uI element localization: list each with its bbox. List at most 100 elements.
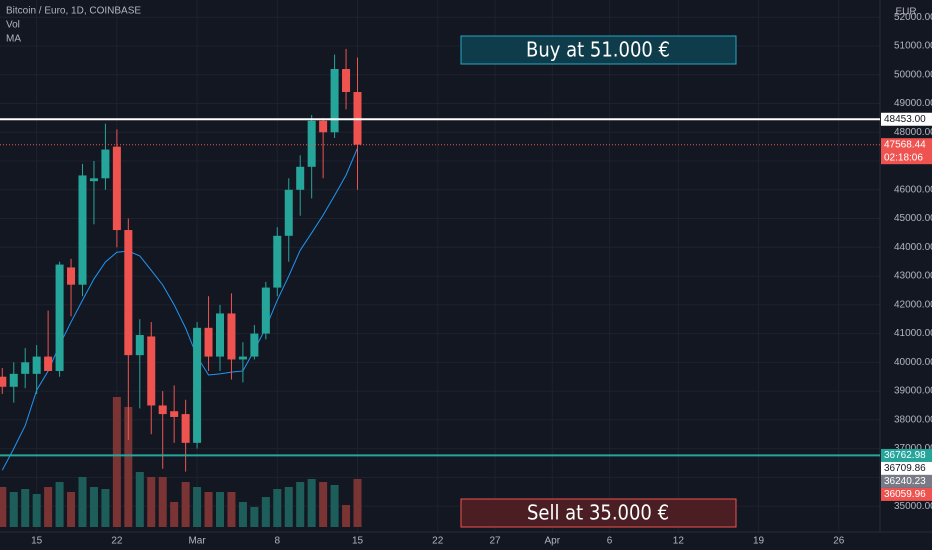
volume-bar [112, 397, 121, 527]
y-tick-label: 49000.00 [894, 98, 932, 109]
volume-bar [101, 489, 110, 527]
candle-body [250, 333, 259, 357]
price-label: 48453.00 [884, 114, 926, 125]
candle-body [135, 335, 144, 356]
x-tick-label: 15 [352, 536, 364, 547]
y-tick-label: 48000.00 [894, 127, 932, 138]
volume-bar [193, 487, 202, 527]
volume-bar [21, 489, 30, 527]
x-tick-label: Apr [545, 536, 561, 547]
price-label-bg [881, 461, 932, 475]
x-tick-label: Mar [188, 536, 206, 547]
candle-body [296, 166, 305, 190]
candle-body [238, 356, 247, 360]
x-tick-label: 22 [111, 536, 123, 547]
chart-title: Bitcoin / Euro, 1D, COINBASE [6, 6, 141, 17]
candle-body [21, 362, 30, 374]
volume-bar [170, 502, 179, 527]
x-tick-label: 15 [31, 536, 43, 547]
volume-bar [273, 489, 282, 527]
volume-bar [124, 407, 133, 527]
volume-bar [227, 492, 236, 527]
candle-body [124, 230, 133, 356]
volume-bar [238, 502, 247, 527]
candle-body [32, 356, 41, 374]
y-tick-label: 44000.00 [894, 242, 932, 253]
price-label: 36762.98 [884, 450, 926, 461]
volume-bar [9, 492, 18, 527]
volume-bar [296, 482, 305, 527]
price-label: 36059.96 [884, 489, 926, 500]
candle-body [101, 149, 110, 179]
price-label-bg [881, 112, 932, 126]
volume-bar [307, 479, 316, 527]
x-tick-label: 19 [753, 536, 765, 547]
x-tick-label: 12 [673, 536, 685, 547]
volume-bar [78, 477, 87, 527]
candle-body [204, 327, 213, 357]
candle-body [9, 373, 18, 387]
y-tick-label: 50000.00 [894, 69, 932, 80]
price-label-bg [881, 138, 932, 165]
candle-body [44, 356, 53, 371]
candle-body [261, 287, 270, 334]
y-tick-label: 42000.00 [894, 299, 932, 310]
price-label-bg [881, 448, 932, 462]
candle-body [342, 69, 351, 93]
y-tick-label: 37000.00 [894, 443, 932, 454]
y-tick-label: 46000.00 [894, 184, 932, 195]
volume-bar [89, 487, 98, 527]
candle-body [319, 120, 328, 133]
volume-bar [319, 482, 328, 527]
volume-bar [55, 482, 64, 527]
x-tick-label: 6 [607, 536, 613, 547]
volume-bar [330, 485, 339, 527]
volume-bar [181, 482, 190, 527]
price-countdown: 02:18:06 [884, 152, 923, 163]
y-tick-label: 41000.00 [894, 328, 932, 339]
volume-bar [44, 487, 53, 527]
y-tick-label: 45000.00 [894, 213, 932, 224]
volume-bar [204, 492, 213, 527]
y-tick-label: 35000.00 [894, 501, 932, 512]
currency-label: EUR [895, 7, 916, 18]
y-tick-label: 52000.00 [894, 12, 932, 23]
volume-bar [250, 507, 259, 527]
price-label: 47568.44 [884, 139, 926, 150]
candle-body [67, 267, 76, 285]
candle-body [181, 414, 190, 443]
volume-bar [147, 477, 156, 527]
candle-body [78, 175, 87, 285]
x-tick-label: 8 [275, 536, 281, 547]
volume-bar [261, 497, 270, 527]
volume-bar [67, 492, 76, 527]
candle-body [227, 313, 236, 360]
candle-body [215, 313, 225, 357]
volume-bar [0, 487, 7, 527]
volume-bar [284, 487, 293, 527]
x-tick-label: 26 [833, 536, 845, 547]
volume-bar [135, 472, 144, 527]
legend-vol: Vol [6, 20, 20, 31]
y-tick-label: 43000.00 [894, 271, 932, 282]
legend-ma: MA [6, 34, 21, 45]
y-tick-label: 51000.00 [894, 41, 932, 52]
x-tick-label: 27 [489, 536, 501, 547]
y-tick-label: 40000.00 [894, 357, 932, 368]
sell-box [460, 498, 737, 528]
price-label: 36240.23 [884, 476, 926, 487]
volume-bar [32, 494, 41, 527]
candle-body [55, 264, 64, 371]
candle-body [193, 327, 202, 443]
volume-bar [353, 479, 362, 527]
candle-body [284, 189, 293, 236]
candle-body [89, 178, 98, 182]
volume-bar [342, 505, 351, 527]
volume-bar [158, 477, 167, 527]
volume-bar [215, 492, 225, 527]
y-tick-label: 38000.00 [894, 414, 932, 425]
candle-body [147, 336, 156, 406]
candle-body [307, 120, 316, 167]
